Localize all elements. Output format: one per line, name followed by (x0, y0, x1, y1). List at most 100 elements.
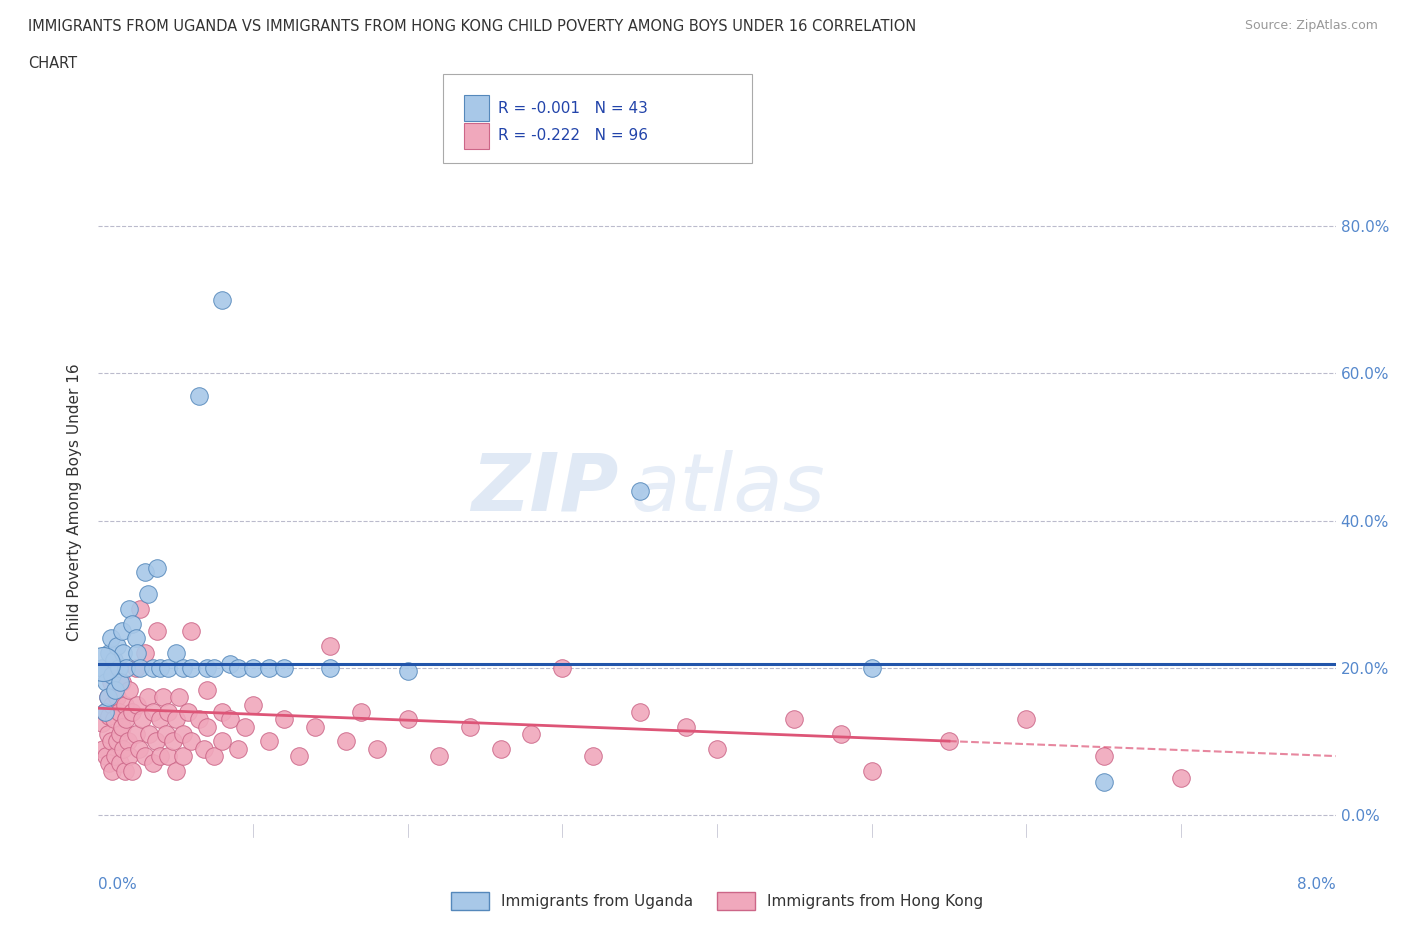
Point (188, 711, 211, 726)
Point (136, 690, 159, 705)
Point (304, 719, 326, 734)
Point (193, 741, 215, 756)
Point (195, 683, 218, 698)
Point (173, 660, 195, 675)
Point (938, 734, 960, 749)
Point (173, 749, 195, 764)
Point (121, 704, 143, 719)
Point (104, 749, 127, 764)
Text: CHART: CHART (28, 56, 77, 71)
Point (107, 660, 129, 675)
Point (520, 726, 543, 741)
Point (128, 741, 150, 756)
Point (97, 690, 120, 705)
Point (149, 711, 172, 726)
Point (628, 484, 651, 498)
Point (96, 675, 118, 690)
Point (628, 704, 651, 719)
Point (98, 645, 121, 660)
Point (121, 617, 143, 631)
Point (235, 719, 257, 734)
Point (90, 660, 112, 675)
Point (204, 660, 226, 675)
Point (145, 734, 167, 749)
Legend: Immigrants from Uganda, Immigrants from Hong Kong: Immigrants from Uganda, Immigrants from … (444, 885, 990, 916)
Point (155, 726, 177, 741)
Point (124, 660, 146, 675)
Point (97, 690, 120, 705)
Point (1170, 771, 1192, 786)
Point (195, 719, 218, 734)
Point (97, 726, 120, 741)
Point (350, 704, 373, 719)
Point (136, 587, 159, 602)
Point (117, 734, 139, 749)
Point (211, 292, 233, 307)
Point (204, 749, 226, 764)
Point (108, 726, 131, 741)
Point (141, 756, 165, 771)
Point (489, 741, 512, 756)
Point (124, 726, 146, 741)
Point (177, 704, 200, 719)
Point (149, 660, 172, 675)
Point (149, 749, 172, 764)
Point (108, 756, 131, 771)
Point (551, 660, 574, 675)
Point (127, 645, 149, 660)
Point (118, 683, 141, 698)
Point (118, 749, 141, 764)
Point (91, 741, 114, 756)
Point (396, 664, 419, 679)
Point (103, 660, 125, 675)
Point (91, 657, 114, 671)
Point (100, 675, 122, 690)
Point (141, 660, 165, 675)
Point (288, 749, 311, 764)
Point (319, 660, 342, 675)
Point (242, 698, 264, 712)
Point (118, 602, 141, 617)
Text: R = -0.222   N = 96: R = -0.222 N = 96 (498, 128, 648, 143)
Point (134, 749, 156, 764)
Point (157, 704, 180, 719)
Point (105, 734, 128, 749)
Point (111, 719, 134, 734)
Point (100, 734, 122, 749)
Point (100, 631, 122, 645)
Point (335, 734, 357, 749)
Point (129, 602, 152, 617)
Point (114, 698, 136, 712)
Point (219, 657, 242, 671)
Point (96, 749, 118, 764)
Point (211, 704, 233, 719)
Point (211, 734, 233, 749)
Point (134, 565, 156, 579)
Point (101, 764, 124, 778)
Text: 0.0%: 0.0% (98, 878, 138, 893)
Point (706, 741, 728, 756)
Point (180, 623, 202, 638)
Point (115, 711, 138, 726)
Point (101, 668, 124, 683)
Point (111, 623, 134, 638)
Point (101, 698, 124, 712)
Point (146, 561, 169, 576)
Point (152, 690, 174, 705)
Point (396, 711, 419, 726)
Point (121, 764, 143, 778)
Text: 8.0%: 8.0% (1296, 878, 1336, 893)
Point (165, 645, 187, 660)
Point (93, 704, 115, 719)
Point (103, 653, 125, 668)
Point (242, 660, 264, 675)
Point (90, 715, 112, 730)
Point (1092, 749, 1115, 764)
Point (157, 749, 180, 764)
Point (141, 704, 165, 719)
Point (188, 388, 211, 403)
Point (173, 726, 195, 741)
Point (167, 690, 190, 705)
Point (104, 683, 127, 698)
Point (93, 704, 115, 719)
